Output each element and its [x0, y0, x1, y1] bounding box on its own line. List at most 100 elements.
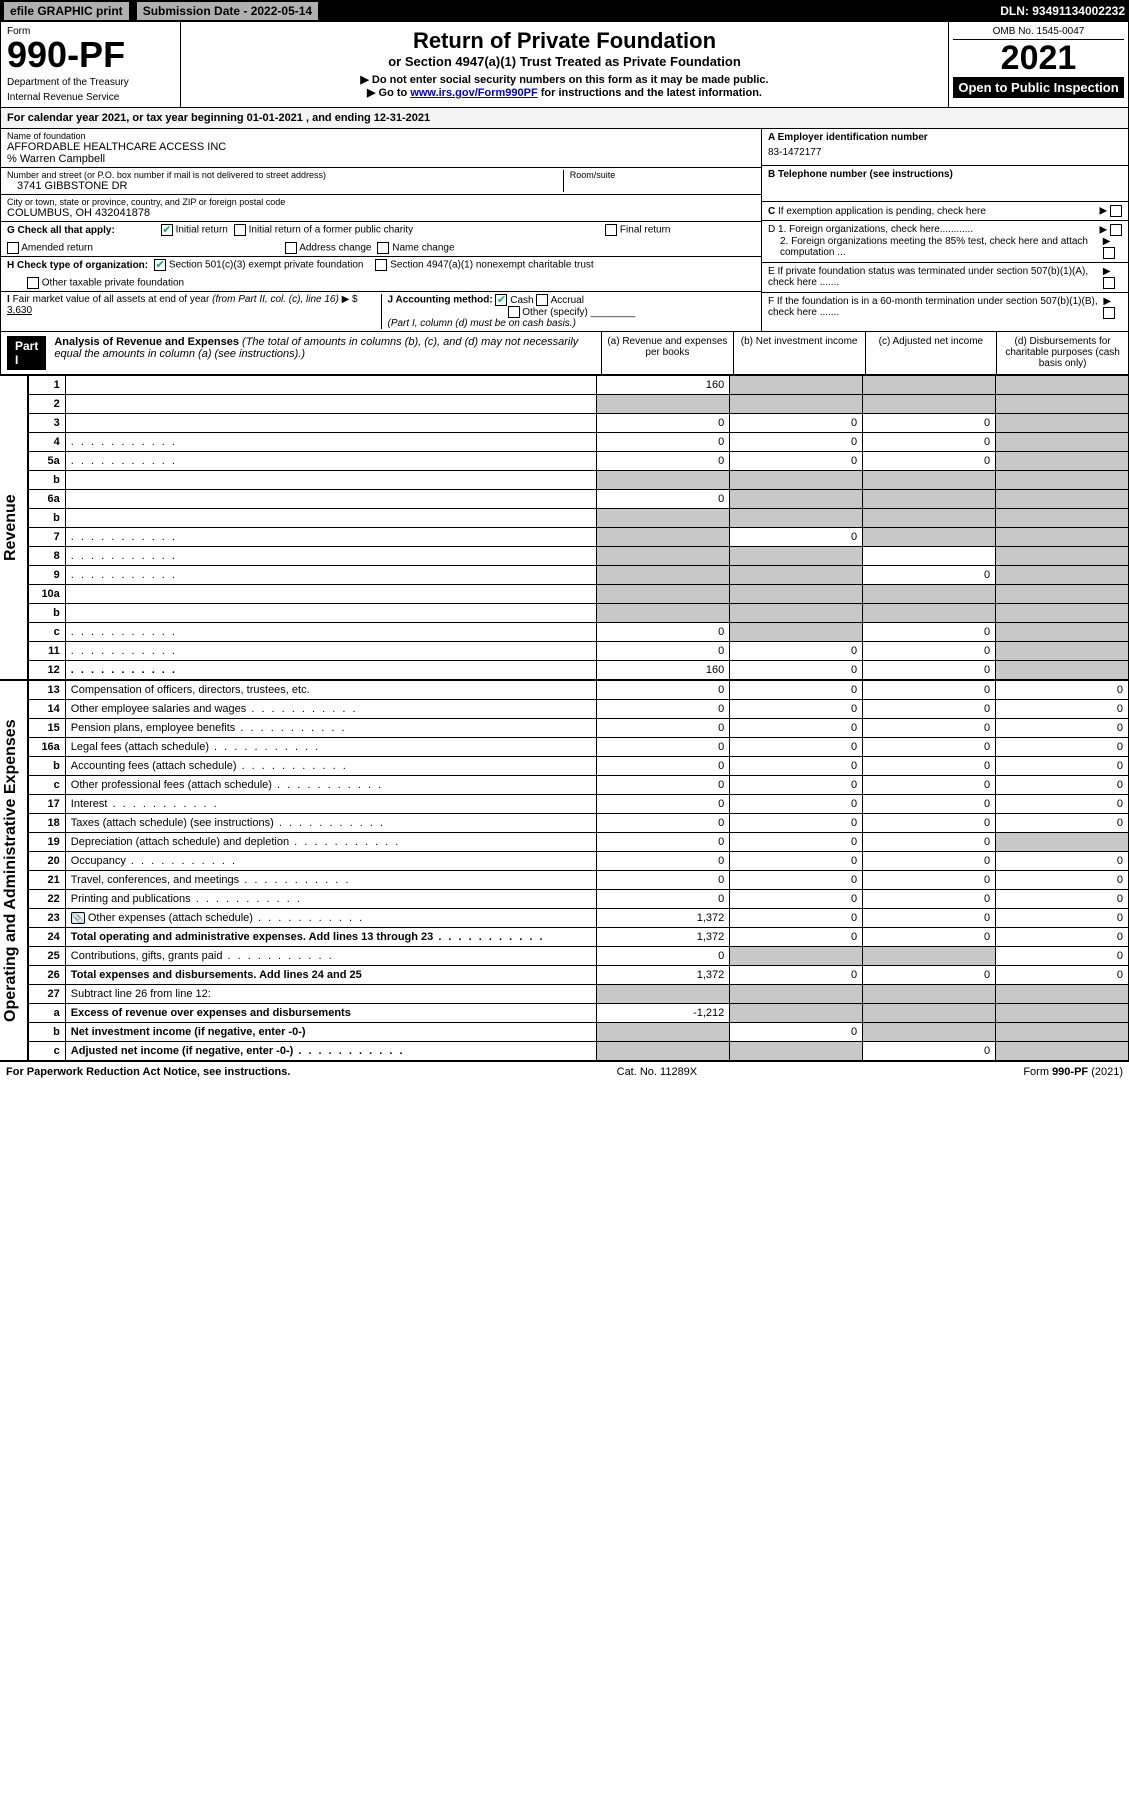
care-of: % Warren Campbell [7, 153, 755, 165]
cell-d [996, 566, 1129, 585]
ein-label: A Employer identification number [768, 132, 1122, 143]
cell-c: 0 [863, 623, 996, 642]
d2-label: 2. Foreign organizations meeting the 85%… [780, 236, 1103, 259]
table-row: b [29, 604, 1129, 623]
table-row: 70 [29, 528, 1129, 547]
line-number: 15 [29, 719, 66, 738]
cell-b [730, 604, 863, 623]
cell-d: 0 [996, 776, 1129, 795]
line-number: 18 [29, 814, 66, 833]
cell-c: 0 [863, 966, 996, 985]
cb-c[interactable] [1110, 205, 1122, 217]
col-c-head: (c) Adjusted net income [865, 332, 997, 374]
form-header: Form 990-PF Department of the Treasury I… [0, 22, 1129, 108]
d1-label: D 1. Foreign organizations, check here..… [768, 224, 973, 236]
attachment-icon[interactable]: 📎 [71, 912, 85, 924]
cb-accrual[interactable] [536, 294, 548, 306]
cell-d: 0 [996, 871, 1129, 890]
table-row: 23📎 Other expenses (attach schedule)1,37… [29, 909, 1129, 928]
cb-initial-former[interactable] [234, 224, 246, 236]
cb-initial-return[interactable] [161, 224, 173, 236]
cell-b [730, 547, 863, 566]
cell-c [863, 395, 996, 414]
table-row: cOther professional fees (attach schedul… [29, 776, 1129, 795]
cell-c: 0 [863, 700, 996, 719]
cell-b [730, 585, 863, 604]
line-desc: Depreciation (attach schedule) and deple… [65, 833, 597, 852]
instr-ssn: ▶ Do not enter social security numbers o… [191, 73, 938, 86]
ein-row: A Employer identification number 83-1472… [762, 129, 1128, 166]
cell-c [863, 547, 996, 566]
line-desc [65, 395, 597, 414]
cell-a [597, 471, 730, 490]
foundation-name-row: Name of foundation AFFORDABLE HEALTHCARE… [1, 129, 761, 168]
cb-address-change[interactable] [285, 242, 297, 254]
line-number: 9 [29, 566, 66, 585]
cell-d [996, 376, 1129, 395]
omb-number: OMB No. 1545-0047 [953, 26, 1124, 40]
cell-a: 1,372 [597, 966, 730, 985]
cell-c: 0 [863, 719, 996, 738]
f-row: F If the foundation is in a 60-month ter… [762, 293, 1128, 322]
table-row: aExcess of revenue over expenses and dis… [29, 1004, 1129, 1023]
cb-name-change[interactable] [377, 242, 389, 254]
cb-cash[interactable] [495, 294, 507, 306]
open-inspection: Open to Public Inspection [953, 77, 1124, 98]
table-row: 18Taxes (attach schedule) (see instructi… [29, 814, 1129, 833]
dept-treasury: Department of the Treasury [7, 77, 174, 88]
cell-b: 0 [730, 871, 863, 890]
cell-b: 0 [730, 833, 863, 852]
cell-b: 0 [730, 528, 863, 547]
cell-c: 0 [863, 928, 996, 947]
line-number: b [29, 509, 66, 528]
cb-501c3[interactable] [154, 259, 166, 271]
line-number: 21 [29, 871, 66, 890]
cb-d2[interactable] [1103, 247, 1115, 259]
cell-d: 0 [996, 814, 1129, 833]
cb-e[interactable] [1103, 277, 1115, 289]
cell-a [597, 985, 730, 1004]
irs-link[interactable]: www.irs.gov/Form990PF [410, 87, 537, 99]
cell-a: 0 [597, 623, 730, 642]
cell-c: 0 [863, 566, 996, 585]
table-row: 25Contributions, gifts, grants paid00 [29, 947, 1129, 966]
cell-d [996, 1004, 1129, 1023]
cell-d [996, 661, 1129, 680]
revenue-table: 11602300040005a000b6a0b7089010abc0011000… [28, 375, 1129, 680]
cell-c [863, 509, 996, 528]
cell-c: 0 [863, 833, 996, 852]
j-label: J Accounting method: [388, 295, 493, 306]
cell-b: 0 [730, 452, 863, 471]
line-number: 7 [29, 528, 66, 547]
cell-c [863, 985, 996, 1004]
cell-a: 0 [597, 700, 730, 719]
cb-other-taxable[interactable] [27, 277, 39, 289]
cell-a: 1,372 [597, 909, 730, 928]
line-number: 3 [29, 414, 66, 433]
cell-b: 0 [730, 928, 863, 947]
cb-d1[interactable] [1110, 224, 1122, 236]
cb-f[interactable] [1103, 307, 1115, 319]
table-row: 24Total operating and administrative exp… [29, 928, 1129, 947]
line-number: 8 [29, 547, 66, 566]
line-desc: Occupancy [65, 852, 597, 871]
cb-final-return[interactable] [605, 224, 617, 236]
line-desc: Printing and publications [65, 890, 597, 909]
cell-a: 0 [597, 490, 730, 509]
cell-b [730, 1042, 863, 1061]
footer-right: Form 990-PF (2021) [1023, 1066, 1123, 1078]
cell-c: 0 [863, 814, 996, 833]
cb-other-method[interactable] [508, 306, 520, 318]
table-row: 26Total expenses and disbursements. Add … [29, 966, 1129, 985]
cell-c [863, 490, 996, 509]
cell-a: 0 [597, 433, 730, 452]
line-number: 13 [29, 681, 66, 700]
table-row: 10a [29, 585, 1129, 604]
cb-amended[interactable] [7, 242, 19, 254]
calendar-year-row: For calendar year 2021, or tax year begi… [0, 108, 1129, 129]
cell-a: -1,212 [597, 1004, 730, 1023]
line-desc [65, 642, 597, 661]
cb-4947[interactable] [375, 259, 387, 271]
line-desc: Excess of revenue over expenses and disb… [65, 1004, 597, 1023]
table-row: 2 [29, 395, 1129, 414]
